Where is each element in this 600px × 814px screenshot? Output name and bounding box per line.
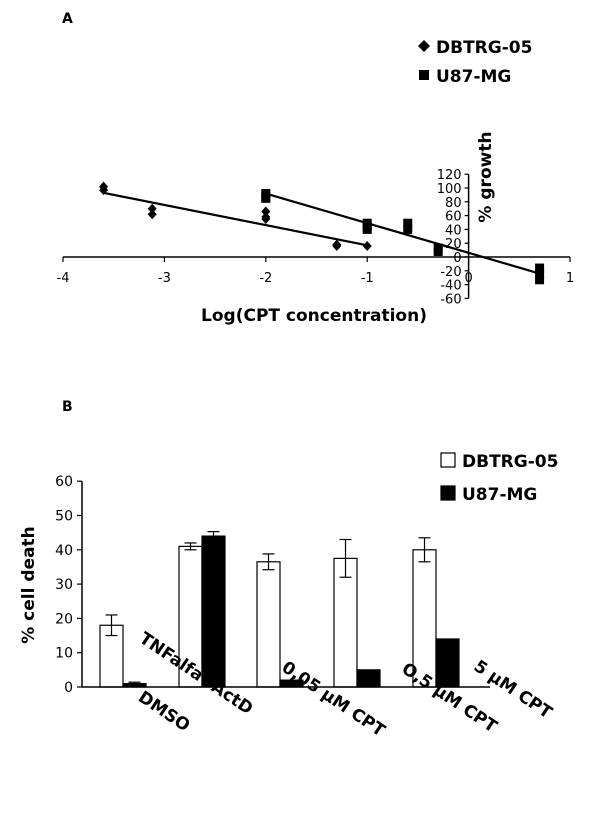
trendline-0 [103, 191, 368, 247]
bar-u87mg [356, 669, 381, 688]
panel-b-y-tick-label: 50 [55, 509, 73, 525]
point-square [362, 224, 372, 234]
panel-a-data-marks [99, 181, 545, 285]
legend-b-label-dbtrg05: DBTRG-05 [462, 452, 558, 472]
panel-b-y-tick-label: 0 [64, 680, 73, 696]
legend-a-marker-square [419, 70, 429, 80]
point-diamond [261, 214, 271, 225]
error-bar [207, 531, 220, 542]
point-square [535, 269, 545, 279]
error-bar [128, 681, 141, 686]
panel-a-y-tick-label: -60 [440, 292, 461, 307]
panel-b-y-axis-label: % cell death [19, 526, 39, 644]
panel-a-y-tick-label: 100 [437, 182, 462, 197]
legend-b-label-u87mg: U87-MG [462, 485, 537, 505]
panel-a-y-tick-label: 0 [453, 251, 461, 266]
bar-dbtrg05 [256, 561, 281, 688]
point-square [261, 193, 271, 203]
point-diamond [147, 209, 157, 220]
point-square [535, 263, 545, 273]
panel-b-label: B [62, 399, 73, 415]
panel-a-legend: DBTRG-05 U87-MG [418, 38, 532, 87]
error-bar [339, 538, 352, 578]
error-bar [262, 553, 275, 571]
panel-b-y-tick-label: 60 [55, 474, 73, 490]
legend-a-marker-diamond [418, 40, 430, 52]
panel-a-y-tick-label: 80 [445, 196, 462, 211]
panel-a-x-tick-label: -2 [259, 271, 272, 286]
legend-a-label-dbtrg05: DBTRG-05 [436, 38, 532, 58]
panel-a-x-tick-label: -4 [57, 271, 70, 286]
panel-a-x-tick-label: -3 [158, 271, 171, 286]
point-square [403, 218, 413, 228]
panel-b-y-tick-label: 40 [55, 543, 73, 559]
panel-a-x-tick-label: -1 [361, 271, 374, 286]
panel-a-label: A [62, 11, 73, 27]
trendline-1 [265, 192, 540, 275]
point-diamond [332, 240, 342, 251]
panel-b-y-tick-label: 20 [55, 611, 73, 627]
bar-u87mg [201, 535, 226, 688]
point-square [433, 246, 443, 256]
legend-b-swatch-dbtrg05 [440, 452, 456, 468]
legend-b-swatch-u87mg [440, 485, 456, 501]
point-square [403, 224, 413, 234]
panel-a-y-tick-label: 60 [445, 210, 462, 225]
panel-b-y-tick-label: 10 [55, 646, 73, 662]
panel-b-legend: DBTRG-05 U87-MG [440, 452, 558, 505]
error-bar [105, 614, 118, 637]
panel-a-y-tick-label: 120 [437, 168, 462, 183]
panel-b-y-tick-label: 30 [55, 577, 73, 593]
panel-a-y-axis-label: % growth [476, 131, 496, 222]
panel-a-y-tick-label: -40 [440, 279, 461, 294]
point-diamond [99, 185, 109, 196]
panel-a-x-tick-label: 1 [566, 271, 574, 286]
panel-a-x-axis-label: Log(CPT concentration) [201, 306, 427, 326]
legend-a-label-u87mg: U87-MG [436, 67, 511, 87]
point-square [535, 275, 545, 285]
error-bar [184, 542, 197, 551]
panel-b-y-ticks: 0 10 20 30 40 50 60 [55, 474, 82, 696]
point-diamond [261, 206, 271, 217]
panel-a-y-tick-label: -20 [440, 265, 461, 280]
category-label: DMSO [134, 687, 193, 736]
error-bar [418, 537, 431, 563]
point-diamond [362, 240, 372, 251]
point-diamond [147, 203, 157, 214]
panel-a-y-tick-label: 40 [445, 223, 462, 238]
